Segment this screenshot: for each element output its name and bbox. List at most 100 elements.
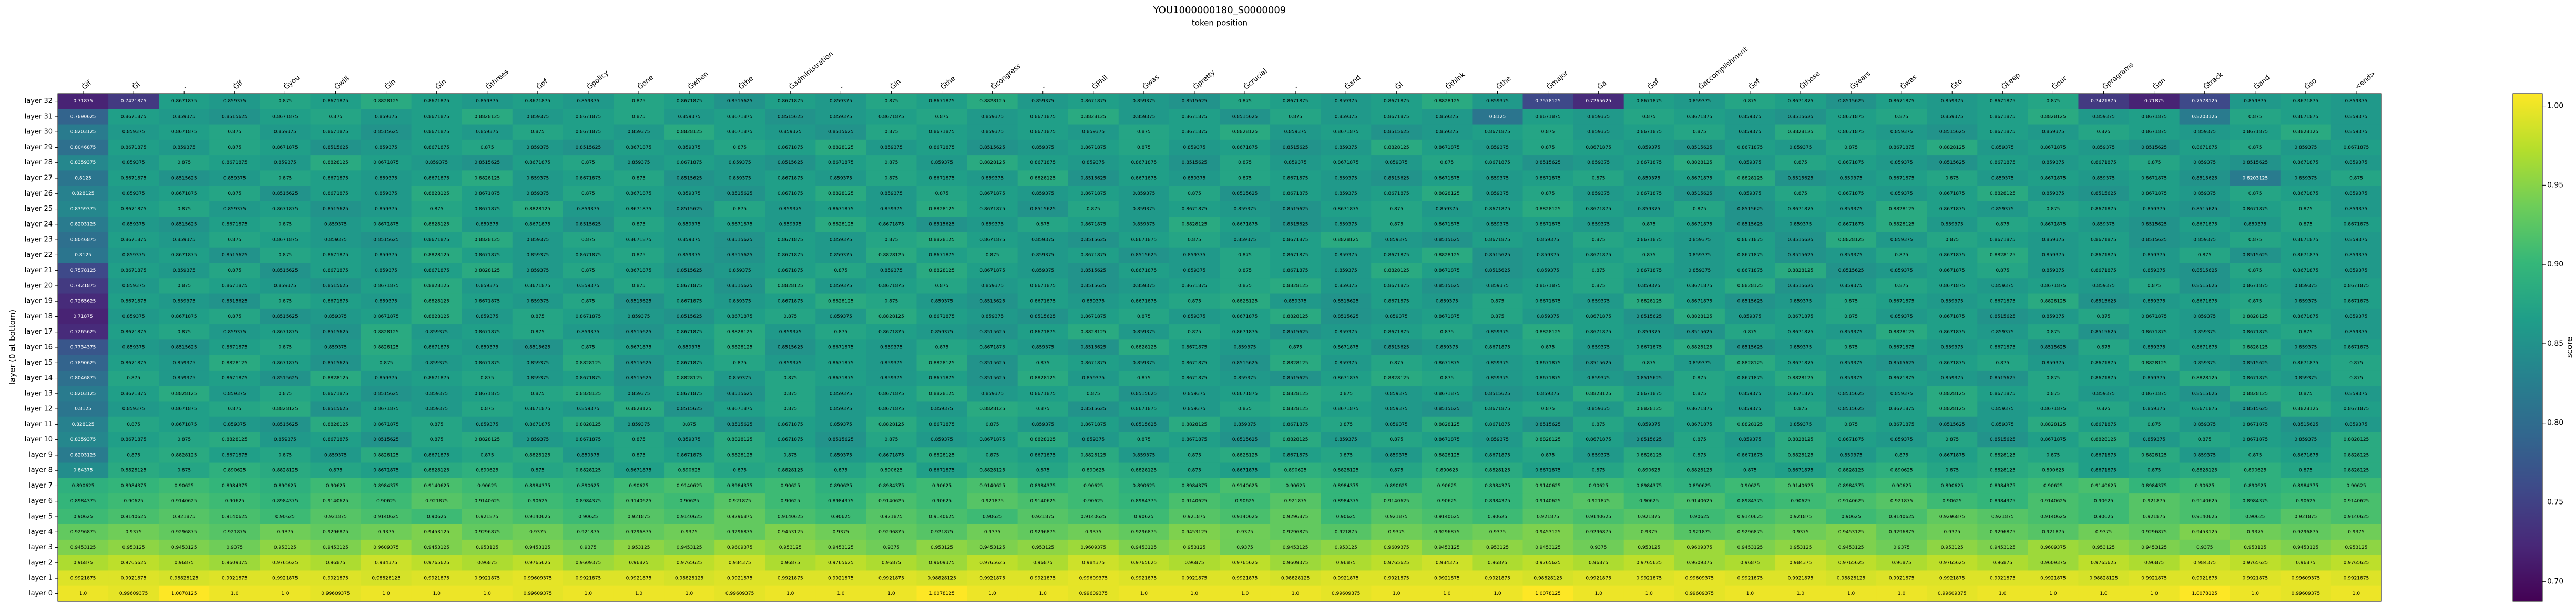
heatmap-cell	[260, 217, 311, 232]
heatmap-cell	[1169, 139, 1220, 156]
heatmap-cell	[967, 170, 1018, 187]
cell-label: 0.8515625	[272, 314, 298, 320]
cell-label: 0.859375	[476, 422, 498, 427]
cell-label: 1.0	[1898, 591, 1906, 596]
cell-label: 0.859375	[830, 99, 852, 104]
cell-label: 0.859375	[526, 361, 549, 366]
heatmap-cell	[411, 201, 463, 217]
cell-label: 0.921875	[476, 515, 498, 520]
heatmap-cell	[1472, 94, 1524, 109]
heatmap-cell	[613, 109, 665, 125]
cell-label: 0.859375	[1890, 437, 1913, 443]
cell-label: 0.859375	[1031, 345, 1054, 351]
cell-label: 0.8671875	[1384, 330, 1409, 335]
cell-label: 0.8671875	[1131, 160, 1157, 166]
cell-label: 0.875	[2248, 452, 2262, 458]
cell-label: 0.875	[2198, 253, 2212, 258]
cell-label: 0.875	[279, 452, 292, 458]
cell-label: 0.859375	[2345, 99, 2367, 104]
heatmap-cell	[260, 201, 311, 217]
cell-label: 0.8671875	[778, 176, 803, 181]
cell-label: 0.8515625	[1737, 345, 1763, 351]
cell-label: 1.0	[786, 591, 794, 596]
cell-label: 0.8828125	[1788, 130, 1814, 135]
cell-label: 0.875	[632, 176, 646, 181]
cell-label: 0.8515625	[1838, 268, 1864, 273]
cell-label: 1.0	[1140, 591, 1148, 596]
cell-label: 0.8515625	[576, 145, 601, 150]
cell-label: 0.859375	[830, 253, 852, 258]
cell-label: 0.859375	[425, 391, 448, 396]
cell-label: 0.8671875	[1636, 391, 1662, 396]
cell-label: 0.9609375	[727, 545, 753, 550]
cell-label: 0.9921875	[1485, 576, 1510, 581]
cell-label: 0.859375	[375, 268, 397, 273]
cell-label: 1.0	[1241, 591, 1249, 596]
cell-label: 0.859375	[1739, 437, 1761, 443]
cell-label: 0.921875	[2143, 499, 2165, 504]
x-tick-label: Ġyou	[282, 73, 301, 91]
cell-label: 0.859375	[122, 407, 145, 412]
cell-label: 0.8515625	[1131, 391, 1157, 396]
cell-label: 0.859375	[1284, 299, 1307, 304]
cell-label: 0.8671875	[323, 437, 349, 443]
cell-label: 0.9765625	[2344, 560, 2369, 565]
cell-label: 0.875	[2047, 452, 2060, 458]
cell-label: 0.90625	[477, 483, 497, 489]
cell-label: 0.875	[2198, 437, 2212, 443]
cell-label: 0.8828125	[424, 299, 449, 304]
heatmap-cell	[2028, 201, 2079, 217]
heatmap-cell	[765, 94, 816, 109]
cell-label: 0.8671875	[2091, 422, 2117, 427]
x-tick-label: Ġthe	[737, 74, 755, 91]
heatmap-cell	[916, 109, 968, 125]
cell-label: 0.8671875	[1535, 361, 1561, 366]
cell-label: 0.9140625	[121, 515, 147, 520]
heatmap-cell	[2280, 124, 2332, 140]
cell-label: 0.8671875	[1737, 238, 1763, 243]
cell-label: 0.8515625	[1384, 130, 1409, 135]
heatmap-cell	[1724, 109, 1776, 125]
cell-label: 0.859375	[1739, 314, 1761, 320]
heatmap-cell	[512, 139, 564, 156]
cell-label: 0.8984375	[222, 483, 248, 489]
cell-label: 0.8515625	[576, 222, 601, 227]
cell-label: 0.875	[1389, 222, 1403, 227]
cell-label: 0.8671875	[222, 160, 248, 166]
cell-label: 0.7890625	[70, 114, 96, 119]
cell-label: 0.8671875	[1030, 114, 1056, 119]
cell-label: 0.859375	[577, 452, 599, 458]
cell-label: 0.875	[127, 422, 140, 427]
cell-label: 0.8671875	[171, 407, 197, 412]
heatmap-cell	[1674, 124, 1725, 140]
cell-label: 0.8671875	[1737, 452, 1763, 458]
heatmap-cell	[1876, 109, 1927, 125]
cell-label: 0.859375	[1587, 407, 1610, 412]
cell-label: 0.8671875	[1485, 422, 1510, 427]
cell-label: 0.8671875	[778, 422, 803, 427]
heatmap-cell	[1674, 186, 1725, 202]
cell-label: 0.875	[1693, 391, 1706, 396]
cell-label: 0.8828125	[979, 407, 1005, 412]
x-tick-label: Ġthe	[938, 74, 957, 91]
cell-label: 0.8828125	[1535, 437, 1561, 443]
cell-label: 1.0	[837, 591, 845, 596]
heatmap-cell	[1927, 201, 1978, 217]
cell-label: 0.859375	[476, 314, 498, 320]
heatmap-cell	[2028, 139, 2079, 156]
heatmap-cell	[815, 109, 866, 125]
cell-label: 0.9140625	[1737, 515, 1763, 520]
cell-label: 0.8671875	[1939, 452, 1965, 458]
cell-label: 0.8828125	[1737, 176, 1763, 181]
cell-label: 0.859375	[1638, 330, 1660, 335]
heatmap-cell	[1927, 155, 1978, 171]
cell-label: 0.71875	[73, 99, 93, 104]
cell-label: 0.859375	[628, 422, 650, 427]
y-tick-label: layer 23	[25, 236, 53, 244]
cell-label: 0.875	[1541, 191, 1555, 197]
heatmap-cell	[563, 170, 614, 187]
cell-label: 0.8671875	[626, 345, 652, 351]
cell-label: 0.8671875	[929, 468, 955, 474]
cell-label: 0.859375	[1739, 391, 1761, 396]
cell-label: 0.9140625	[525, 515, 550, 520]
